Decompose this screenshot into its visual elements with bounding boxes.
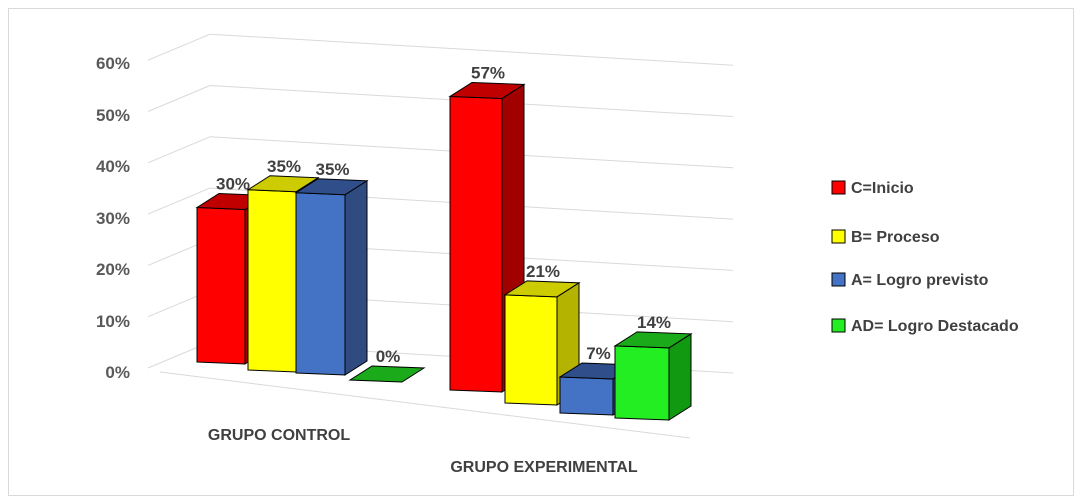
bar-front-1-2	[559, 376, 614, 416]
gridline-left-3	[147, 187, 211, 215]
gridline-left-6	[147, 33, 211, 61]
legend: C=Inicio B= Proceso A= Logro previsto AD…	[831, 180, 1019, 335]
bar-top-1-3	[613, 331, 693, 349]
legend-swatch-proceso	[831, 229, 846, 244]
data-labels: 30% 35% 35% 0% 57% 21% 7% 14%	[216, 63, 671, 366]
y-tick-20: 20%	[96, 260, 130, 279]
legend-label-inicio: C=Inicio	[851, 180, 914, 197]
y-tick-30: 30%	[96, 209, 130, 228]
bar-0-3	[348, 365, 426, 383]
category-labels: GRUPO CONTROL GRUPO EXPERIMENTAL	[208, 427, 638, 476]
bar-side-1-3	[668, 332, 692, 421]
legend-label-logro-previsto: A= Logro previsto	[851, 272, 989, 289]
y-axis-ticks: 0% 10% 20% 30% 40% 50% 60%	[96, 54, 130, 382]
bar-front-0-0	[196, 206, 246, 365]
bar-front-1-1	[504, 294, 558, 406]
bar-side-0-2	[344, 179, 368, 376]
bar-front-1-0	[449, 95, 503, 393]
bar-top-0-2	[294, 178, 369, 196]
y-tick-0: 0%	[105, 363, 130, 382]
category-label-experimental: GRUPO EXPERIMENTAL	[450, 459, 638, 476]
legend-swatch-inicio	[831, 180, 846, 195]
gridline-back-6	[209, 33, 734, 66]
y-tick-40: 40%	[96, 157, 130, 176]
category-label-control: GRUPO CONTROL	[208, 427, 350, 444]
gridline-left-4	[147, 136, 211, 164]
bar-top-1-0	[448, 81, 526, 99]
y-tick-10: 10%	[96, 312, 130, 331]
data-label-0-3: 0%	[376, 347, 401, 366]
legend-label-proceso: B= Proceso	[851, 229, 940, 246]
y-tick-50: 50%	[96, 106, 130, 125]
legend-swatch-logro-destacado	[831, 318, 846, 333]
bar-top-0-1	[246, 175, 320, 193]
legend-swatch-logro-previsto	[831, 272, 846, 287]
data-label-0-0: 30%	[216, 175, 250, 194]
bar-front-0-1	[247, 189, 297, 373]
data-label-1-3: 14%	[637, 313, 671, 332]
bar-top-1-1	[503, 280, 581, 298]
bar-0-2	[294, 178, 369, 376]
data-label-1-1: 21%	[526, 262, 560, 281]
bar-1-3	[613, 331, 693, 421]
bar-1-1	[503, 280, 581, 406]
chart-frame	[8, 8, 1074, 496]
y-tick-60: 60%	[96, 54, 130, 73]
bars	[195, 81, 693, 421]
floor-line	[159, 371, 691, 439]
bar-top-0-3	[348, 365, 426, 383]
legend-label-logro-destacado: AD= Logro Destacado	[851, 318, 1019, 335]
data-label-0-2: 35%	[315, 160, 349, 179]
bar-front-0-2	[295, 192, 346, 376]
bar-front-1-3	[614, 345, 670, 421]
data-label-1-0: 57%	[471, 63, 505, 82]
gridline-left-5	[147, 85, 211, 112]
data-label-1-2: 7%	[586, 344, 611, 363]
data-label-0-1: 35%	[267, 157, 301, 176]
